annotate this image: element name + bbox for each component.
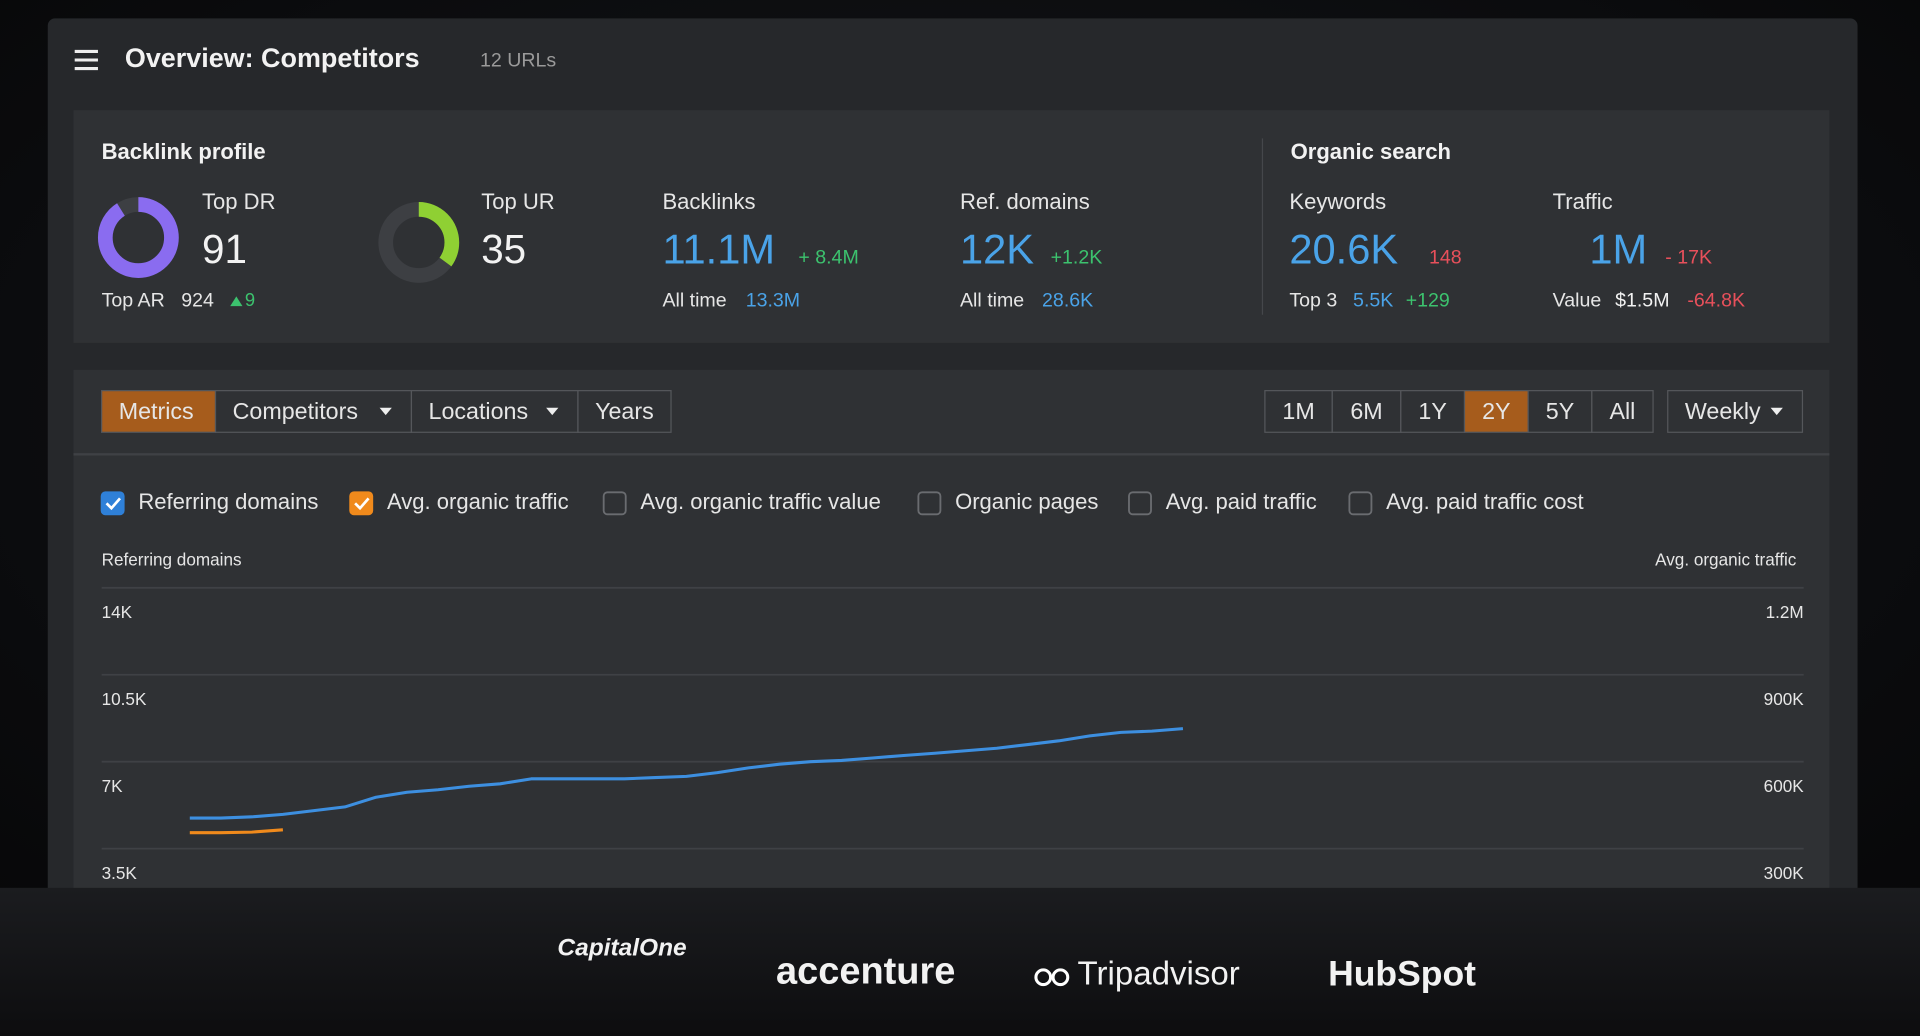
- tab-label: Years: [595, 398, 654, 424]
- checkmark: [105, 497, 122, 511]
- logo: HubSpot: [1328, 953, 1476, 993]
- metric-label: Top UR: [481, 189, 554, 214]
- page-title: Overview: Competitors: [125, 43, 420, 73]
- metric-value: 35: [481, 226, 526, 272]
- range-label: 6M: [1350, 398, 1382, 424]
- checkbox[interactable]: [349, 491, 374, 516]
- metric-sub-label: Top 3: [1289, 289, 1337, 311]
- metric-value: 20.6K: [1289, 225, 1398, 272]
- checkbox[interactable]: [100, 491, 125, 516]
- checkmark: [354, 497, 370, 511]
- metric-label: Traffic: [1553, 189, 1613, 214]
- y-tick-label: 3.5K: [102, 863, 138, 883]
- series-line: [189, 727, 1184, 820]
- section-title: Organic search: [1291, 139, 1451, 164]
- metric-label: Top DR: [202, 189, 275, 214]
- checkbox[interactable]: [1128, 491, 1152, 516]
- metric-value: 1M: [1589, 225, 1647, 272]
- range-label: 1M: [1282, 398, 1314, 424]
- y-tick-label: 7K: [102, 776, 124, 796]
- checkbox-label[interactable]: Avg. organic traffic: [387, 489, 569, 514]
- donut-arc: [97, 197, 179, 278]
- metric-value: 12K: [960, 225, 1034, 272]
- metric-sub-value: 924: [181, 289, 214, 311]
- tab[interactable]: [214, 390, 413, 433]
- metric-sub-label: Top AR: [102, 289, 165, 311]
- tab-label: Competitors: [233, 398, 358, 424]
- dropdown-arrow: [379, 407, 392, 416]
- metric-change: +1.2K: [1051, 247, 1103, 269]
- metric-label: Ref. domains: [960, 189, 1090, 214]
- y2-tick-label: 900K: [1764, 689, 1805, 709]
- range-button[interactable]: [1264, 390, 1333, 433]
- up-arrow: [230, 296, 243, 307]
- checkbox-label[interactable]: Organic pages: [955, 489, 1098, 514]
- range-button[interactable]: [1591, 390, 1654, 433]
- interval-select[interactable]: [1667, 390, 1804, 433]
- y2-tick-label: 600K: [1764, 776, 1805, 796]
- metric-value: 11.1M: [662, 225, 775, 272]
- menu-icon[interactable]: [74, 49, 98, 71]
- tab[interactable]: [577, 390, 672, 433]
- metric-sub-label: All time: [960, 289, 1024, 311]
- metric-sub-change: 9: [245, 289, 255, 310]
- metric-sub-label: Value: [1553, 289, 1602, 311]
- summary-card: [73, 110, 1830, 343]
- metric-change: - 17K: [1665, 247, 1712, 269]
- tab-label: Metrics: [119, 398, 194, 424]
- metric-sub-value: 28.6K: [1042, 289, 1093, 311]
- checkbox[interactable]: [1348, 491, 1373, 516]
- range-label: 5Y: [1546, 398, 1574, 424]
- section-title: Backlink profile: [102, 139, 266, 164]
- checkbox[interactable]: [917, 491, 942, 516]
- metric-change: 148: [1429, 247, 1462, 269]
- metric-sub-value: $1.5M: [1615, 289, 1669, 311]
- page-subtitle: 12 URLs: [480, 49, 556, 71]
- chart-card: [73, 369, 1830, 909]
- tab-label: Locations: [429, 398, 529, 424]
- y2-tick-label: 1.2M: [1766, 602, 1804, 622]
- metric-sub-value: 13.3M: [746, 289, 800, 311]
- range-label: 2Y: [1482, 398, 1510, 424]
- checkbox[interactable]: [602, 491, 627, 516]
- metric-sub-label: All time: [662, 289, 726, 311]
- logo: CapitalOne: [557, 935, 686, 962]
- y-tick-label: 10.5K: [102, 689, 147, 709]
- y2-axis-label: Avg. organic traffic: [1655, 549, 1797, 569]
- metric-label: Backlinks: [662, 189, 755, 214]
- y-tick-label: 14K: [102, 602, 133, 622]
- metric-value: 91: [202, 226, 247, 272]
- range-button[interactable]: [1331, 390, 1402, 433]
- range-button[interactable]: [1463, 390, 1529, 433]
- logo-icon: [1034, 968, 1070, 987]
- range-button[interactable]: [1527, 390, 1593, 433]
- y-axis-label: Referring domains: [102, 549, 242, 569]
- checkbox-label[interactable]: Avg. paid traffic: [1166, 489, 1317, 514]
- logo: Tripadvisor: [1078, 956, 1240, 993]
- metric-sub-change: -64.8K: [1687, 289, 1745, 311]
- dropdown-arrow: [1770, 407, 1783, 416]
- logo-strip: [0, 887, 1920, 1036]
- range-label: All: [1610, 398, 1636, 424]
- interval-label: Weekly: [1685, 398, 1761, 424]
- checkbox-label[interactable]: Avg. paid traffic cost: [1386, 489, 1584, 514]
- checkbox-label[interactable]: Avg. organic traffic value: [640, 489, 880, 514]
- metric-change: + 8.4M: [798, 247, 858, 269]
- dropdown-arrow: [546, 407, 559, 416]
- metric-sub-change: +129: [1406, 289, 1450, 311]
- metric-sub-value: 5.5K: [1353, 289, 1393, 311]
- y2-tick-label: 300K: [1764, 863, 1805, 883]
- metric-label: Keywords: [1289, 189, 1386, 214]
- logo: accenture: [776, 951, 955, 993]
- range-label: 1Y: [1418, 398, 1446, 424]
- checkbox-label[interactable]: Referring domains: [138, 489, 318, 514]
- series-line: [189, 828, 284, 835]
- donut-arc: [378, 202, 460, 283]
- range-button[interactable]: [1400, 390, 1466, 433]
